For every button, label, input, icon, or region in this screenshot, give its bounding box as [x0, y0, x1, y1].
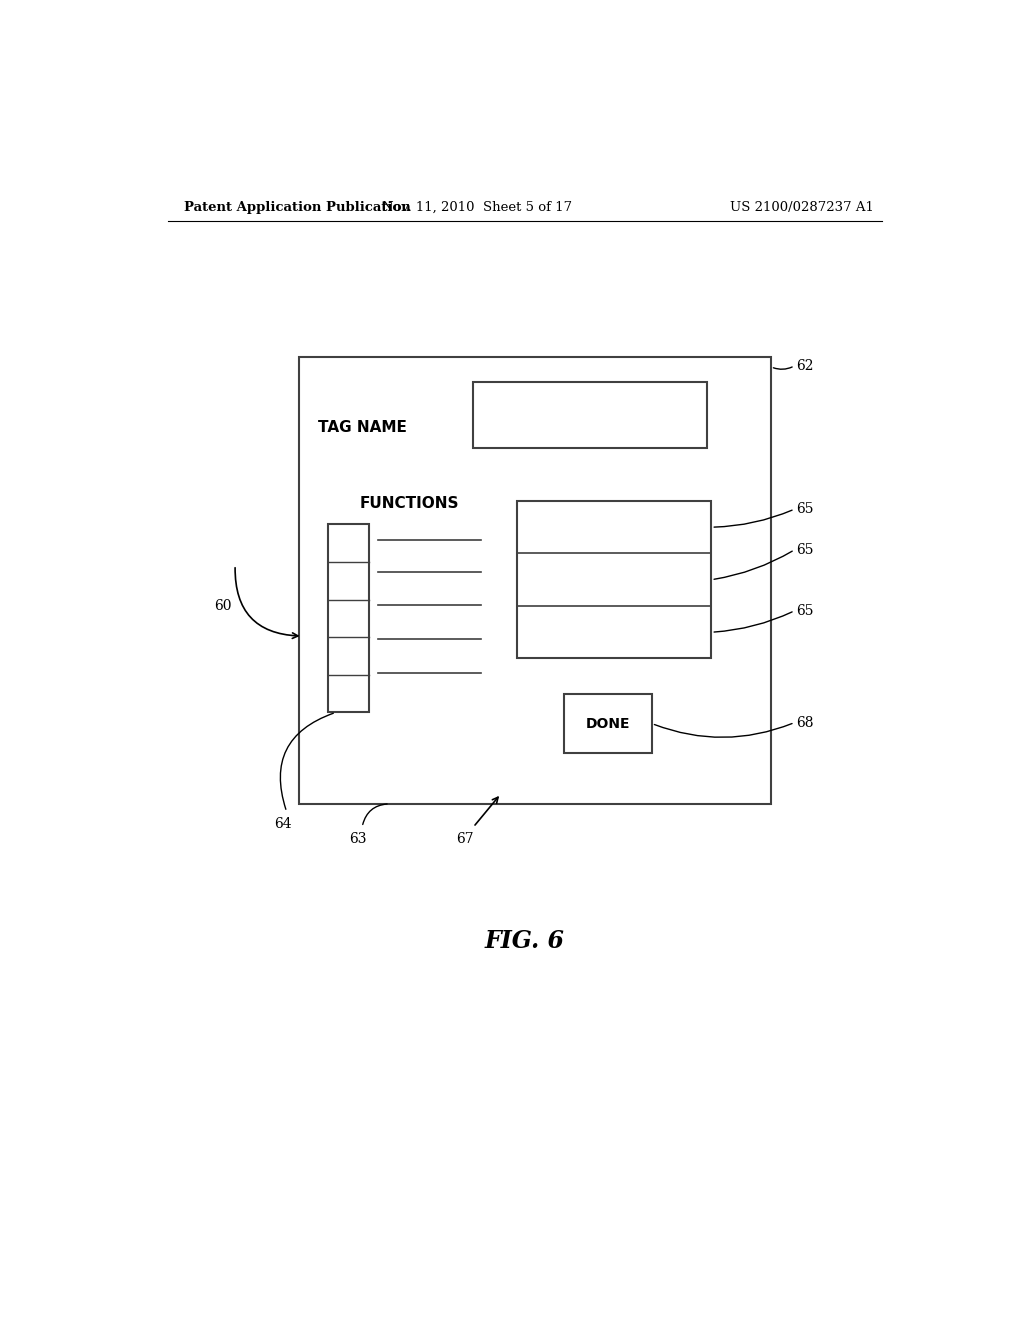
- Bar: [517, 500, 712, 659]
- Text: 60: 60: [214, 598, 231, 612]
- Text: 67: 67: [457, 833, 474, 846]
- Text: Patent Application Publication: Patent Application Publication: [183, 201, 411, 214]
- Text: TAG NAME: TAG NAME: [317, 420, 407, 436]
- Text: 63: 63: [349, 833, 367, 846]
- Text: DONE: DONE: [586, 717, 631, 730]
- Text: 65: 65: [797, 543, 814, 557]
- Text: 64: 64: [274, 817, 292, 832]
- Bar: [473, 381, 708, 447]
- Text: 65: 65: [797, 502, 814, 516]
- Text: 65: 65: [797, 603, 814, 618]
- Bar: [564, 694, 652, 752]
- Text: FUNCTIONS: FUNCTIONS: [360, 496, 460, 511]
- Text: 68: 68: [797, 715, 814, 730]
- Bar: [328, 524, 370, 713]
- Text: 62: 62: [797, 359, 814, 372]
- Text: FIG. 6: FIG. 6: [484, 929, 565, 953]
- Text: Nov. 11, 2010  Sheet 5 of 17: Nov. 11, 2010 Sheet 5 of 17: [382, 201, 572, 214]
- Text: US 2100/0287237 A1: US 2100/0287237 A1: [730, 201, 873, 214]
- Bar: [299, 356, 771, 804]
